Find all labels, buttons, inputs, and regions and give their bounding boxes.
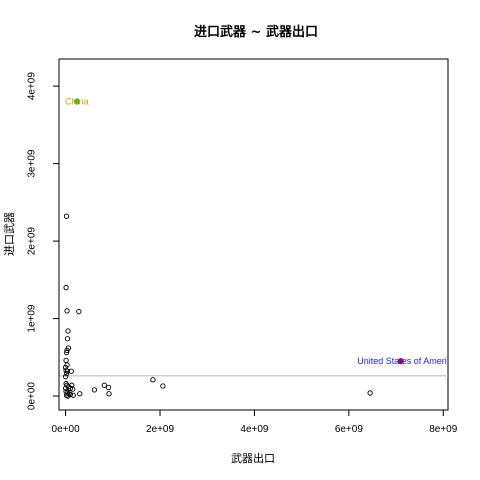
highlight-layer: China United States of Ameri xyxy=(65,97,447,367)
data-point xyxy=(64,347,70,353)
data-point xyxy=(62,374,69,380)
data-point xyxy=(63,284,69,291)
data-point xyxy=(67,385,73,391)
data-point xyxy=(63,370,70,377)
highlight-point xyxy=(73,98,81,105)
y-tick-label: 2e+09 xyxy=(27,227,38,256)
x-tick-label: 4e+09 xyxy=(240,424,269,435)
y-axis: 0e+00 1e+09 2e+09 3e+09 4e+09 xyxy=(27,72,60,411)
data-point xyxy=(63,357,69,364)
y-axis-label: 进口武器 xyxy=(3,212,16,256)
highlight-label: China xyxy=(65,97,89,107)
data-point xyxy=(64,336,71,342)
data-point xyxy=(91,387,98,393)
data-point xyxy=(63,213,70,219)
x-tick-label: 8e+09 xyxy=(429,424,458,435)
x-tick-label: 2e+09 xyxy=(146,424,175,435)
data-point xyxy=(63,350,70,356)
data-point xyxy=(106,391,112,397)
data-point xyxy=(68,368,74,374)
data-point xyxy=(105,384,112,391)
x-tick-label: 0e+00 xyxy=(52,424,81,435)
data-point xyxy=(67,391,73,398)
data-point xyxy=(76,308,82,315)
data-point xyxy=(367,390,373,396)
data-point xyxy=(101,382,107,388)
y-tick-label: 3e+09 xyxy=(27,149,38,178)
data-point xyxy=(65,328,71,334)
points-layer xyxy=(62,213,373,399)
x-axis-label: 武器出口 xyxy=(231,451,275,465)
data-point xyxy=(160,383,166,389)
data-point xyxy=(64,308,70,314)
y-tick-label: 0e+00 xyxy=(27,382,38,411)
data-point xyxy=(150,377,156,383)
y-tick-label: 4e+09 xyxy=(27,72,38,101)
data-point xyxy=(70,392,76,398)
highlight-point xyxy=(397,358,404,365)
data-point xyxy=(77,391,83,397)
chart-title: 进口武器 ~ 武器出口 xyxy=(194,24,318,40)
x-axis: 0e+00 2e+09 4e+09 6e+09 8e+09 xyxy=(52,409,458,435)
x-tick-label: 6e+09 xyxy=(335,424,364,435)
y-tick-label: 1e+09 xyxy=(27,304,38,333)
data-point xyxy=(70,386,76,392)
highlight-label: United States of Ameri xyxy=(357,356,447,366)
